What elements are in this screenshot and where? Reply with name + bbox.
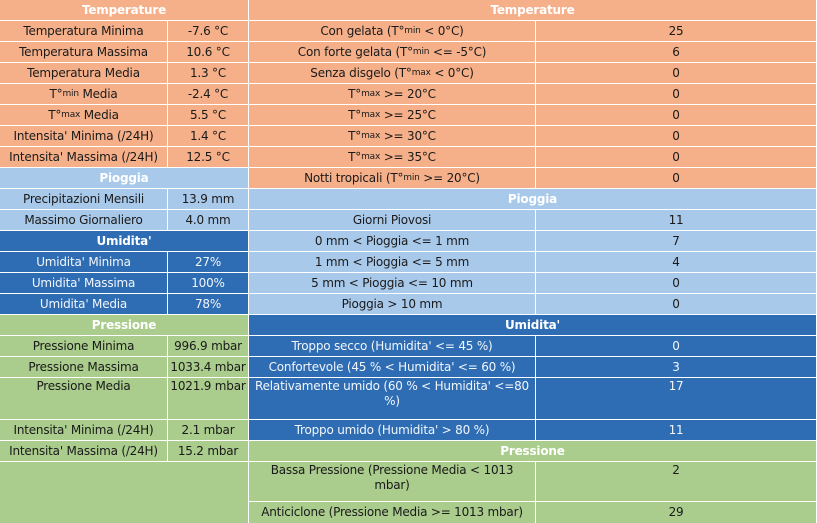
humidity-wet-label: Troppo umido (Humidita' > 80 %) <box>249 420 536 441</box>
tropical-nights-label: Notti tropicali (T° min >= 20°C) <box>249 168 536 189</box>
pressure-intensity-min-value: 2.1 mbar <box>168 420 249 441</box>
temp-intensity-max-label: Intensita' Massima (/24H) <box>0 147 168 168</box>
frost-days-label: Con gelata (T° min < 0°C) <box>249 21 536 42</box>
pressure-avg-label: Pressione Media <box>0 378 168 420</box>
left-temperature-header: Temperature <box>0 0 249 21</box>
humidity-wet-value: 11 <box>536 420 817 441</box>
ice-days-value: 0 <box>536 63 817 84</box>
rain-over-10-value: 0 <box>536 294 817 315</box>
rain-daily-max-label: Massimo Giornaliero <box>0 210 168 231</box>
tmax-35-label: T° max >= 35°C <box>249 147 536 168</box>
tmax-avg-label: T° max Media <box>0 105 168 126</box>
humidity-relative-value: 17 <box>536 378 817 420</box>
rain-0-1-label: 0 mm < Pioggia <= 1 mm <box>249 231 536 252</box>
humidity-comfort-label: Confortevole (45 % < Humidita' <= 60 %) <box>249 357 536 378</box>
tmax-35-value: 0 <box>536 147 817 168</box>
left-rain-header: Pioggia <box>0 168 249 189</box>
anticyclone-label: Anticiclone (Pressione Media >= 1013 mba… <box>249 502 536 523</box>
rain-1-5-value: 4 <box>536 252 817 273</box>
humidity-dry-label: Troppo secco (Humidita' <= 45 %) <box>249 336 536 357</box>
right-temperature-header: Temperature <box>249 0 817 21</box>
tropical-nights-value: 0 <box>536 168 817 189</box>
pressure-intensity-max-label: Intensita' Massima (/24H) <box>0 441 168 462</box>
pressure-min-label: Pressione Minima <box>0 336 168 357</box>
tmax-30-label: T° max >= 30°C <box>249 126 536 147</box>
humidity-max-value: 100% <box>168 273 249 294</box>
rain-0-1-value: 7 <box>536 231 817 252</box>
temp-avg-value: 1.3 °C <box>168 63 249 84</box>
pressure-intensity-min-label: Intensita' Minima (/24H) <box>0 420 168 441</box>
temp-max-label: Temperatura Massima <box>0 42 168 63</box>
temp-avg-label: Temperatura Media <box>0 63 168 84</box>
temp-intensity-max-value: 12.5 °C <box>168 147 249 168</box>
right-pressure-header: Pressione <box>249 441 817 462</box>
right-humidity-header: Umidita' <box>249 315 817 336</box>
rain-5-10-label: 5 mm < Pioggia <= 10 mm <box>249 273 536 294</box>
rain-over-10-label: Pioggia > 10 mm <box>249 294 536 315</box>
rainy-days-label: Giorni Piovosi <box>249 210 536 231</box>
frost-days-value: 25 <box>536 21 817 42</box>
humidity-comfort-value: 3 <box>536 357 817 378</box>
pressure-intensity-max-value: 15.2 mbar <box>168 441 249 462</box>
right-rain-header: Pioggia <box>249 189 817 210</box>
temp-min-label: Temperatura Minima <box>0 21 168 42</box>
left-pressure-header: Pressione <box>0 315 249 336</box>
rain-monthly-label: Precipitazioni Mensili <box>0 189 168 210</box>
rainy-days-value: 11 <box>536 210 817 231</box>
anticyclone-value: 29 <box>536 502 817 523</box>
humidity-avg-value: 78% <box>168 294 249 315</box>
rain-monthly-value: 13.9 mm <box>168 189 249 210</box>
humidity-avg-label: Umidita' Media <box>0 294 168 315</box>
temp-intensity-min-value: 1.4 °C <box>168 126 249 147</box>
hard-frost-days-label: Con forte gelata (T° min <= -5°C) <box>249 42 536 63</box>
low-pressure-label: Bassa Pressione (Pressione Media < 1013 … <box>249 462 536 502</box>
tmax-25-label: T° max >= 25°C <box>249 105 536 126</box>
tmax-20-value: 0 <box>536 84 817 105</box>
pressure-max-value: 1033.4 mbar <box>168 357 249 378</box>
tmin-avg-value: -2.4 °C <box>168 84 249 105</box>
pressure-max-label: Pressione Massima <box>0 357 168 378</box>
humidity-dry-value: 0 <box>536 336 817 357</box>
temp-intensity-min-label: Intensita' Minima (/24H) <box>0 126 168 147</box>
tmax-30-value: 0 <box>536 126 817 147</box>
humidity-max-label: Umidita' Massima <box>0 273 168 294</box>
rain-daily-max-value: 4.0 mm <box>168 210 249 231</box>
humidity-min-label: Umidita' Minima <box>0 252 168 273</box>
humidity-relative-label: Relativamente umido (60 % < Humidita' <=… <box>249 378 536 420</box>
pressure-avg-value: 1021.9 mbar <box>168 378 249 420</box>
rain-5-10-value: 0 <box>536 273 817 294</box>
low-pressure-value: 2 <box>536 462 817 502</box>
humidity-min-value: 27% <box>168 252 249 273</box>
hard-frost-days-value: 6 <box>536 42 817 63</box>
temp-min-value: -7.6 °C <box>168 21 249 42</box>
ice-days-label: Senza disgelo (T° max < 0°C) <box>249 63 536 84</box>
tmax-avg-value: 5.5 °C <box>168 105 249 126</box>
tmax-20-label: T° max >= 20°C <box>249 84 536 105</box>
left-humidity-header: Umidita' <box>0 231 249 252</box>
left-pressure-filler <box>0 462 249 523</box>
tmax-25-value: 0 <box>536 105 817 126</box>
rain-1-5-label: 1 mm < Pioggia <= 5 mm <box>249 252 536 273</box>
temp-max-value: 10.6 °C <box>168 42 249 63</box>
pressure-min-value: 996.9 mbar <box>168 336 249 357</box>
tmin-avg-label: T° min Media <box>0 84 168 105</box>
